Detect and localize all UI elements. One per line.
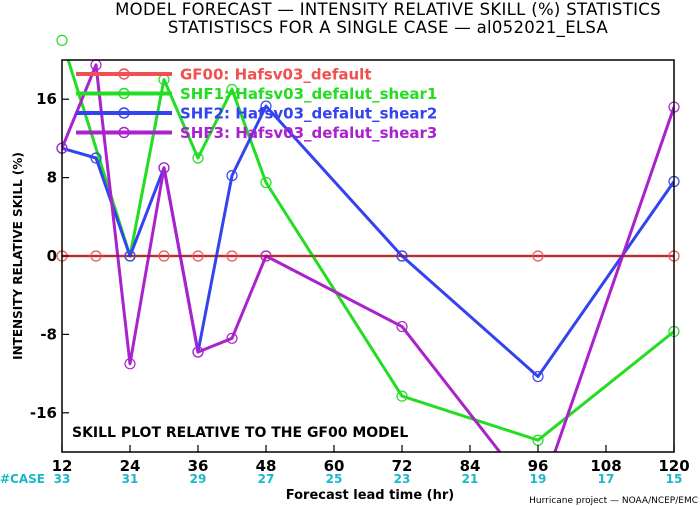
x-tick-label: 36 (188, 457, 209, 475)
x-axis: 12 24 36 48 60 72 84 96 108 120 (52, 445, 690, 475)
x-tick-label: 120 (658, 457, 689, 475)
legend-label: SHF2: Hafsv03_defalut_shear2 (180, 105, 437, 123)
y-axis: -16 -8 0 8 16 (30, 90, 69, 422)
x-tick-label: 96 (528, 457, 549, 475)
data-point (260, 250, 272, 262)
y-tick-label: -16 (30, 404, 57, 422)
x-tick-label: 48 (256, 457, 277, 475)
data-point (192, 152, 204, 164)
data-point (532, 250, 544, 262)
case-counts: 33 31 29 27 25 23 21 19 17 15 (54, 472, 683, 486)
case-count: 33 (54, 472, 71, 486)
data-point (124, 358, 136, 370)
legend-label: SHF1: Hafsv03_defalut_shear1 (180, 85, 437, 103)
series-line-2 (66, 60, 674, 442)
data-point (192, 250, 204, 262)
legend-marker (118, 107, 130, 119)
case-count: 23 (394, 472, 411, 486)
data-point (90, 250, 102, 262)
legend-marker (118, 126, 130, 139)
case-count: 15 (666, 472, 683, 486)
data-point (396, 250, 408, 262)
data-point (56, 34, 68, 47)
legend-marker (118, 87, 130, 100)
data-point (226, 83, 238, 96)
y-tick-label: 16 (36, 90, 57, 108)
credit-text: Hurricane project — NOAA/NCEP/EMC (529, 496, 698, 506)
chart-subtitle: STATISTISCS FOR A SINGLE CASE — al052021… (168, 18, 609, 38)
case-count: 31 (122, 472, 139, 486)
legend-label: GF00: Hafsv03_default (180, 66, 371, 84)
legend-label: SHF3: Hafsv03_defalut_shear3 (180, 124, 437, 142)
case-count: 17 (598, 472, 615, 486)
y-tick-label: 0 (47, 247, 57, 265)
data-point (396, 320, 408, 333)
data-point (124, 250, 136, 262)
chart-title: MODEL FORECAST — INTENSITY RELATIVE SKIL… (115, 0, 661, 19)
markers-layer (56, 34, 680, 446)
x-tick-label: 60 (324, 457, 345, 475)
series-line-3 (62, 104, 674, 378)
case-count: 21 (462, 472, 479, 486)
y-axis-label: INTENSITY RELATIVE SKILL (%) (11, 152, 25, 360)
x-tick-label: 108 (590, 457, 621, 475)
x-tick-label: 72 (392, 457, 413, 475)
data-point (226, 170, 238, 182)
y-tick-label: 8 (47, 169, 57, 187)
annotation: SKILL PLOT RELATIVE TO THE GF00 MODEL (72, 425, 408, 441)
case-label: #CASE (0, 472, 45, 486)
data-point (192, 346, 204, 358)
case-count: 19 (530, 472, 547, 486)
case-count: 29 (190, 472, 207, 486)
data-point (260, 176, 272, 189)
data-point (532, 370, 544, 383)
data-point (226, 250, 238, 262)
data-point (158, 250, 170, 262)
case-count: 27 (258, 472, 275, 486)
data-point (226, 332, 238, 344)
data-point (260, 100, 272, 112)
data-point (396, 390, 408, 402)
series-line-4 (62, 63, 674, 452)
case-count: 25 (326, 472, 343, 486)
x-tick-label: 84 (460, 457, 481, 475)
x-axis-label: Forecast lead time (hr) (286, 488, 454, 503)
x-tick-label: 24 (120, 457, 141, 475)
x-tick-label: 12 (52, 457, 73, 475)
legend-marker (118, 68, 130, 80)
data-point (90, 152, 102, 164)
series-layer (62, 60, 674, 452)
data-point (158, 162, 170, 174)
y-tick-label: -8 (40, 325, 57, 343)
